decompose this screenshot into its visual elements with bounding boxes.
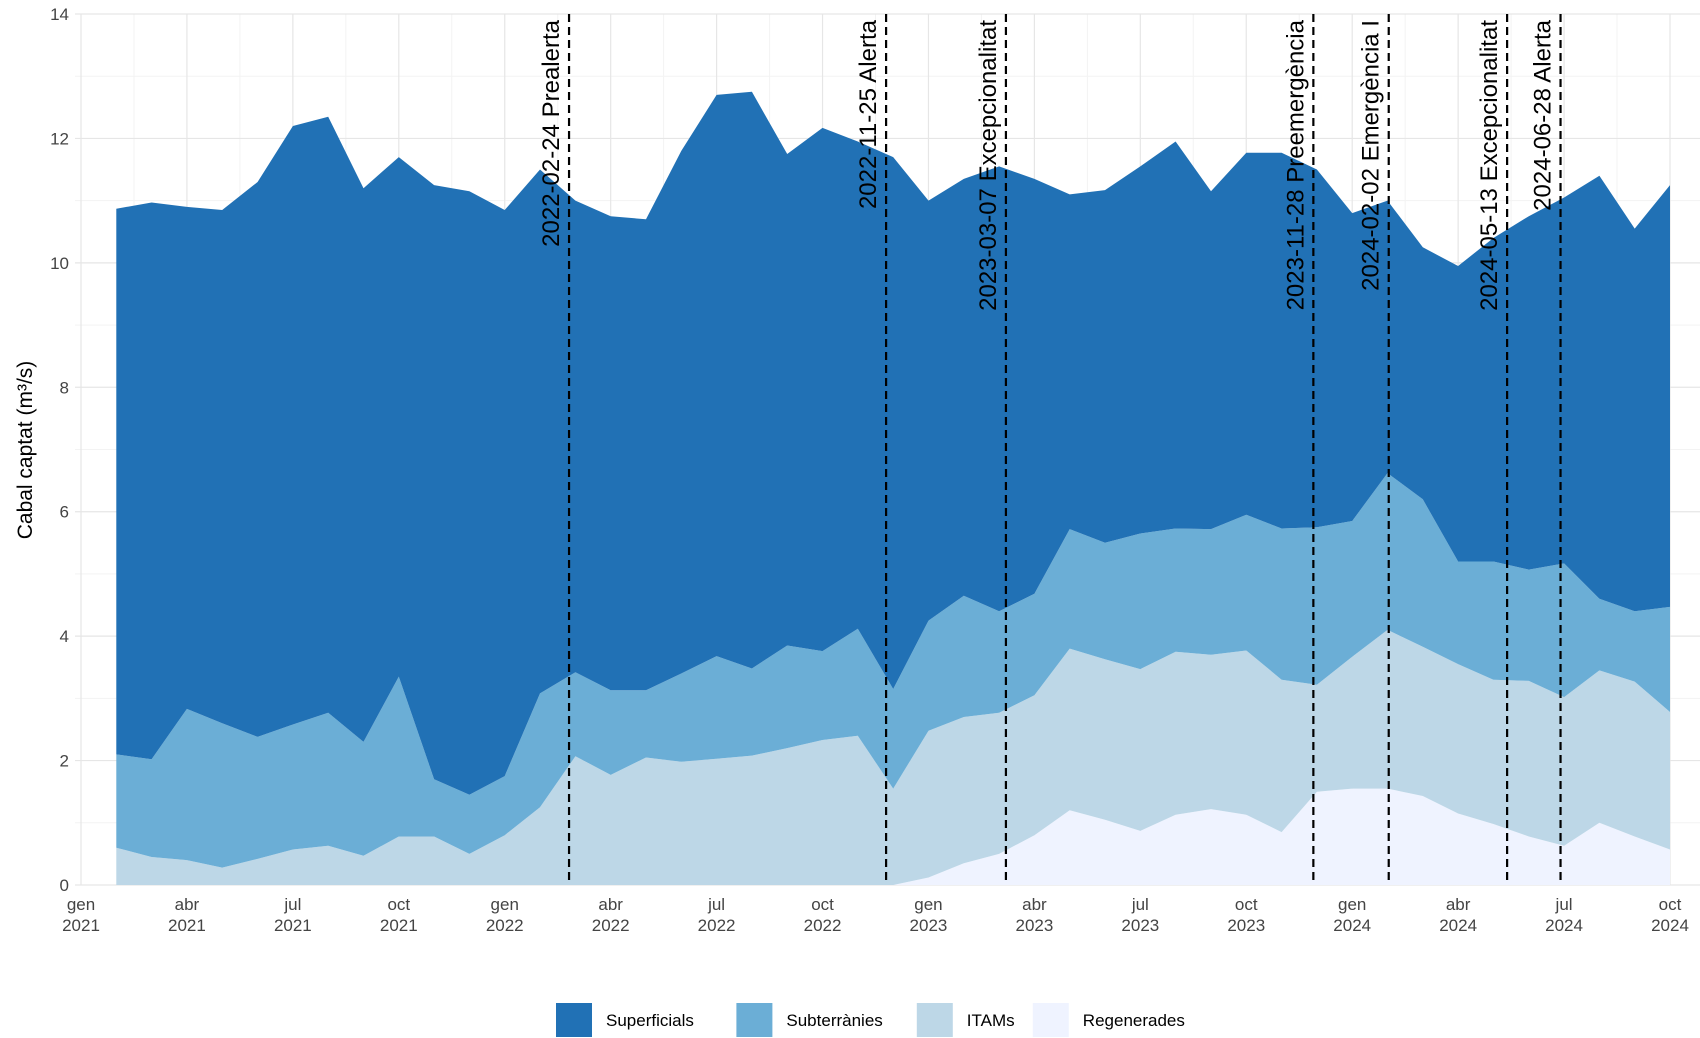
- x-tick-label: gen 2024: [1333, 895, 1371, 935]
- x-tick-label: jul 2022: [698, 895, 736, 935]
- x-tick-year: 2024: [1545, 916, 1583, 935]
- area: [116, 91, 1670, 795]
- x-tick-month: jul: [1131, 895, 1149, 914]
- y-tick-label: 10: [50, 254, 69, 273]
- y-tick-label: 0: [60, 876, 69, 895]
- x-tick-month: oct: [1659, 895, 1682, 914]
- event-label: 2024-05-13 Excepcionalitat: [1476, 20, 1503, 311]
- y-axis-label: Cabal captat (m³/s): [14, 361, 37, 540]
- legend-item: Superficials: [556, 1003, 694, 1037]
- x-tick-month: abr: [175, 895, 200, 914]
- y-tick-label: 12: [50, 129, 69, 148]
- y-tick-label: 8: [60, 378, 69, 397]
- y-tick-label: 2: [60, 752, 69, 771]
- x-tick-year: 2023: [1227, 916, 1265, 935]
- x-tick-year: 2023: [910, 916, 948, 935]
- x-tick-month: jul: [1555, 895, 1573, 914]
- x-tick-month: oct: [1235, 895, 1258, 914]
- x-tick-month: oct: [387, 895, 410, 914]
- x-tick-label: abr 2024: [1439, 895, 1477, 935]
- x-tick-year: 2022: [804, 916, 842, 935]
- y-tick-label: 14: [50, 5, 69, 24]
- x-tick-month: gen: [914, 895, 942, 914]
- x-tick-month: abr: [1022, 895, 1047, 914]
- x-tick-month: gen: [67, 895, 95, 914]
- legend-swatch: [1032, 1003, 1069, 1037]
- x-tick-month: jul: [283, 895, 301, 914]
- event-label: 2024-02-02 Emergència I: [1358, 20, 1385, 291]
- event-label: 2022-02-24 Prealerta: [538, 19, 565, 246]
- x-tick-year: 2021: [380, 916, 418, 935]
- legend-item: ITAMs: [916, 1003, 1015, 1037]
- x-tick-month: abr: [598, 895, 623, 914]
- x-tick-year: 2023: [1015, 916, 1053, 935]
- y-tick-label: 4: [60, 627, 69, 646]
- area: [116, 788, 1670, 885]
- x-tick-label: oct 2024: [1651, 895, 1689, 935]
- x-tick-label: jul 2024: [1545, 895, 1583, 935]
- event-label: 2023-11-28 Preemergència: [1282, 19, 1309, 310]
- x-tick-label: oct 2023: [1227, 895, 1265, 935]
- x-tick-label: abr 2021: [168, 895, 206, 935]
- x-tick-label: gen 2023: [910, 895, 948, 935]
- x-tick-month: oct: [811, 895, 834, 914]
- x-tick-year: 2021: [274, 916, 312, 935]
- legend-label: Regenerades: [1083, 1011, 1185, 1030]
- x-tick-year: 2022: [698, 916, 736, 935]
- legend-label: ITAMs: [967, 1011, 1015, 1030]
- x-tick-year: 2022: [486, 916, 524, 935]
- x-tick-year: 2024: [1333, 916, 1371, 935]
- legend-item: Regenerades: [1032, 1003, 1185, 1037]
- x-tick-label: jul 2021: [274, 895, 312, 935]
- x-tick-label: abr 2022: [592, 895, 630, 935]
- x-tick-label: oct 2021: [380, 895, 418, 935]
- x-tick-year: 2024: [1651, 916, 1689, 935]
- x-tick-year: 2022: [592, 916, 630, 935]
- legend-label: Superficials: [606, 1011, 694, 1030]
- event-label: 2023-03-07 Excepcionalitat: [975, 20, 1002, 311]
- x-tick-label: abr 2023: [1015, 895, 1053, 935]
- x-tick-label: oct 2022: [804, 895, 842, 935]
- legend-item: Subterrànies: [736, 1003, 883, 1037]
- legend-label: Subterrànies: [786, 1011, 882, 1030]
- legend-swatch: [556, 1003, 592, 1037]
- event-label: 2022-11-25 Alerta: [855, 19, 882, 209]
- x-tick-month: gen: [1338, 895, 1366, 914]
- x-tick-year: 2024: [1439, 916, 1477, 935]
- y-tick-label: 6: [60, 503, 69, 522]
- legend-swatch: [916, 1003, 953, 1037]
- area: [116, 473, 1670, 868]
- x-tick-year: 2021: [168, 916, 206, 935]
- x-tick-label: gen 2021: [62, 895, 100, 935]
- x-tick-month: abr: [1446, 895, 1471, 914]
- area: [116, 629, 1670, 885]
- legend-swatch: [736, 1003, 773, 1037]
- x-tick-month: jul: [707, 895, 725, 914]
- x-tick-year: 2023: [1121, 916, 1159, 935]
- event-label: 2024-06-28 Alerta: [1530, 19, 1557, 210]
- x-tick-year: 2021: [62, 916, 100, 935]
- x-tick-label: gen 2022: [486, 895, 524, 935]
- x-tick-month: gen: [491, 895, 519, 914]
- x-tick-label: jul 2023: [1121, 895, 1159, 935]
